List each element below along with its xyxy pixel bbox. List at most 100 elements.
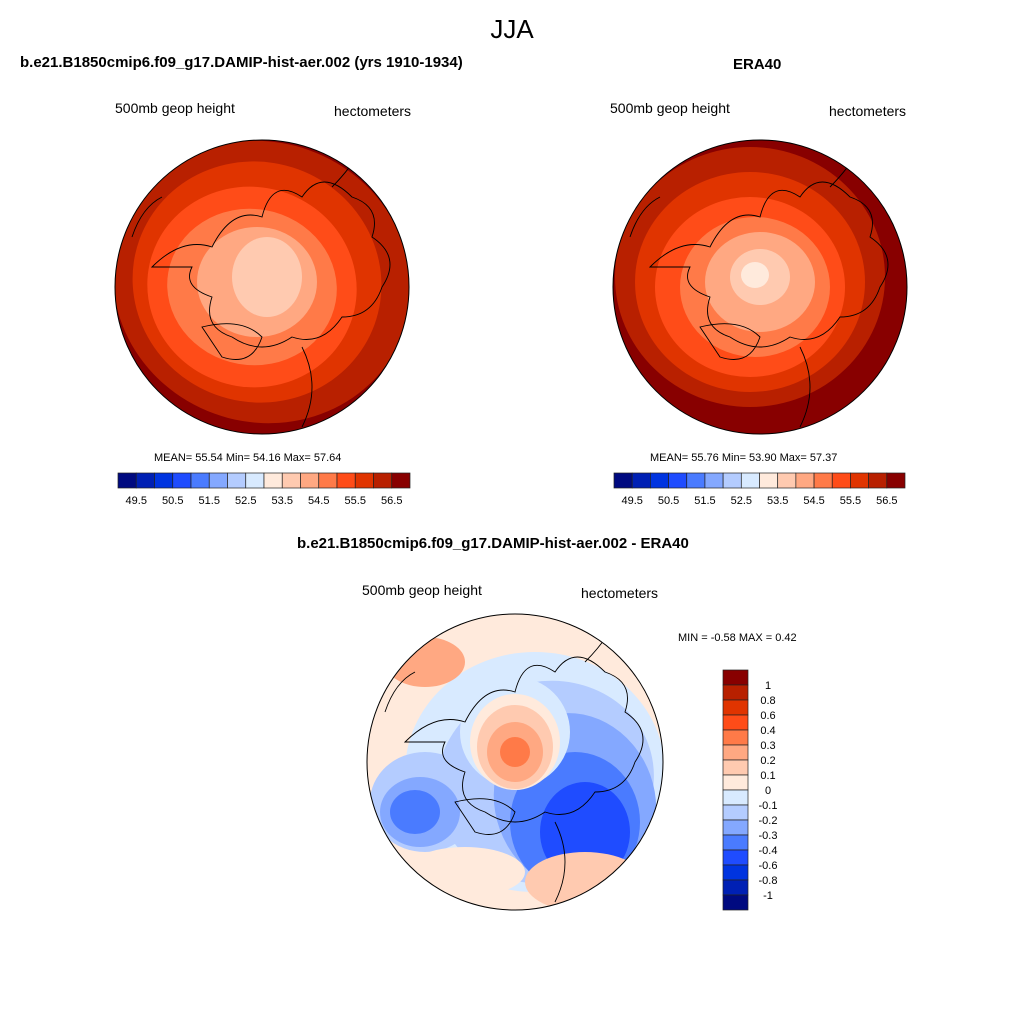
panel3-colorbar-label: -0.4	[759, 845, 778, 857]
panel1-colorbar-label: 53.5	[272, 495, 293, 507]
coastline	[384, 621, 644, 903]
panel3-colorbar-box	[722, 714, 749, 731]
panel1-colorbar-label: 49.5	[126, 495, 147, 507]
panel3-colorbar-box	[722, 684, 749, 701]
panel2-colorbar-box	[795, 472, 815, 489]
panel2-colorbar-label: 50.5	[658, 495, 679, 507]
panel3-colorbar-label: -0.3	[759, 830, 778, 842]
panel2-map-border	[612, 139, 908, 435]
panel3-map-border	[366, 613, 664, 911]
panel3-colorbar-label: -0.1	[759, 800, 778, 812]
panel1-contours	[115, 140, 409, 434]
panel3-colorbar-box	[722, 774, 749, 791]
panel2-colorbar-box	[740, 472, 760, 489]
panel3-colorbar-label: 1	[765, 680, 771, 692]
panel3-colorbar-label: 0.2	[760, 755, 775, 767]
panel2-colorbar-box	[886, 472, 906, 489]
panel3-colorbar-label: -0.6	[759, 860, 778, 872]
panel3-colorbar-box	[722, 849, 749, 866]
panel3-colorbar-label: 0	[765, 785, 771, 797]
panel3-stats: MIN = -0.58 MAX = 0.42	[678, 632, 797, 644]
panel2-contours	[613, 140, 907, 434]
panel1-colorbar-box	[300, 472, 320, 489]
panel1-variable-label: 500mb geop height	[115, 100, 235, 116]
panel1-colorbar-label: 50.5	[162, 495, 183, 507]
panel3-title: b.e21.B1850cmip6.f09_g17.DAMIP-hist-aer.…	[297, 535, 689, 552]
panel2-colorbar-box	[813, 472, 833, 489]
coastline	[131, 146, 391, 428]
panel3-colorbar-box	[722, 744, 749, 761]
panel2-colorbar-box	[613, 472, 633, 489]
panel1-colorbar-box	[281, 472, 301, 489]
panel1-colorbar-box	[318, 472, 338, 489]
panel2-colorbar-box	[722, 472, 742, 489]
panel3-colorbar-label: 0.6	[760, 710, 775, 722]
panel2-colorbar-box	[704, 472, 724, 489]
panel1-stats: MEAN= 55.54 Min= 54.16 Max= 57.64	[154, 452, 342, 464]
panel1-colorbar-box	[227, 472, 247, 489]
panel1-colorbar-label: 51.5	[199, 495, 220, 507]
panel3-contours	[367, 614, 663, 910]
panel1-colorbar-box	[263, 472, 283, 489]
contour-fill	[405, 847, 525, 897]
panel3-colorbar-label: 0.8	[760, 695, 775, 707]
panel3-colorbar-label: 0.4	[760, 725, 775, 737]
panel3-colorbar-label: 0.1	[760, 770, 775, 782]
contour-fill	[741, 262, 769, 288]
panel2-variable-label: 500mb geop height	[610, 100, 730, 116]
panel3-colorbar-label: 0.3	[760, 740, 775, 752]
panel3-colorbar-box	[722, 894, 749, 911]
panel3-colorbar-box	[722, 699, 749, 716]
panel1-colorbar-box	[190, 472, 210, 489]
panel1-colorbar-box	[135, 472, 155, 489]
panel1-colorbar-box	[172, 472, 192, 489]
panel1-colorbar-box	[336, 472, 356, 489]
panel3-variable-label: 500mb geop height	[362, 582, 482, 598]
contour-fill	[500, 737, 530, 767]
panel2-colorbar-label: 51.5	[694, 495, 715, 507]
contour-fill	[525, 852, 645, 910]
panel3-colorbar-label: -0.8	[759, 875, 778, 887]
panel3-colorbar-box	[722, 879, 749, 896]
panel2-units-label: hectometers	[829, 103, 907, 119]
figure-title: JJA	[490, 14, 534, 44]
panel2-stats: MEAN= 55.76 Min= 53.90 Max= 57.37	[650, 452, 838, 464]
panel2-colorbar-box	[759, 472, 779, 489]
panel1-units-label: hectometers	[334, 103, 412, 119]
panel3-colorbar-box	[722, 819, 749, 836]
panel3-colorbar-box	[722, 669, 749, 686]
panel2-colorbar-box	[650, 472, 669, 489]
panel1-colorbar-box	[354, 472, 374, 489]
panel1-map	[114, 139, 410, 435]
contour-fill	[232, 237, 302, 317]
panel2-map	[612, 139, 908, 435]
panel1-colorbar-box	[117, 472, 137, 489]
panel2-colorbar-label: 56.5	[876, 495, 897, 507]
panel3-colorbar-box	[722, 789, 749, 806]
panel3-colorbar-label: -1	[763, 890, 773, 902]
panel3-units-label: hectometers	[581, 585, 659, 601]
panel3-colorbar-box	[722, 729, 749, 746]
panel2-colorbar-label: 53.5	[767, 495, 788, 507]
panel2-colorbar-label: 55.5	[840, 495, 861, 507]
panel2-colorbar-box	[631, 472, 651, 489]
panel3-colorbar-box	[722, 864, 749, 881]
panel1-colorbar-box	[208, 472, 228, 489]
panel2-title: ERA40	[733, 56, 782, 73]
panel2-colorbar-box	[868, 472, 888, 489]
panel1-colorbar-label: 54.5	[308, 495, 329, 507]
coastline	[629, 146, 889, 428]
panel2-colorbar-label: 52.5	[731, 495, 752, 507]
panel3-colorbar-box	[722, 834, 749, 851]
panel2-colorbar-box	[850, 472, 869, 489]
panel1-colorbar-label: 55.5	[345, 495, 366, 507]
panel1-colorbar-box	[154, 472, 174, 489]
panel1-title: b.e21.B1850cmip6.f09_g17.DAMIP-hist-aer.…	[20, 54, 463, 71]
panel1-colorbar-box	[373, 472, 393, 489]
panel2-colorbar-box	[686, 472, 706, 489]
panel2-colorbar-box	[831, 472, 851, 489]
panel1-colorbar-box	[245, 472, 265, 489]
panel3-map	[366, 613, 664, 911]
